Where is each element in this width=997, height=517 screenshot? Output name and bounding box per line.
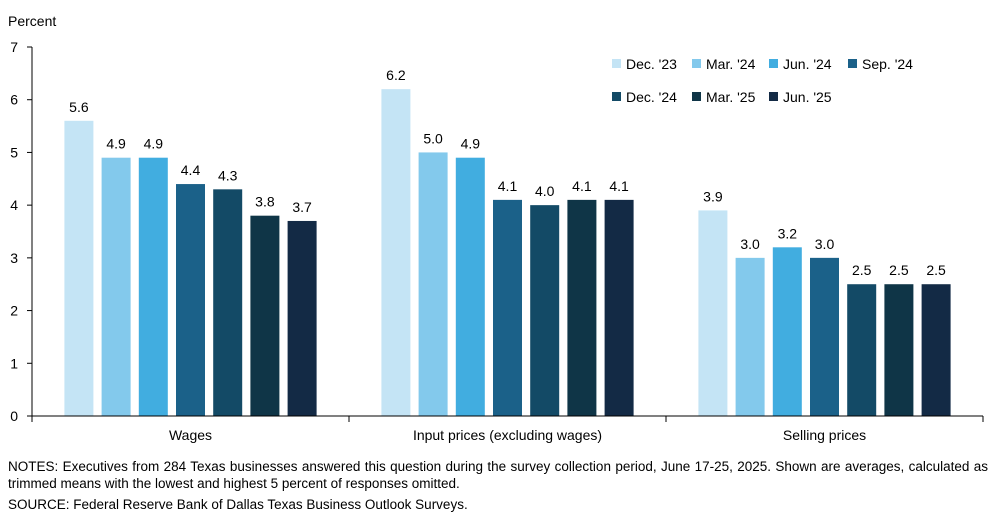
bar-value-label: 4.4 xyxy=(181,162,201,178)
y-axis-title: Percent xyxy=(8,13,56,29)
bars: 5.6 4.9 4.9 4.4 4.3 3.8 3.7 6.2 5.0 4.9 4.1 4.0 4.1 4… xyxy=(64,67,951,417)
legend-label: Mar. '25 xyxy=(706,89,756,105)
bar xyxy=(381,89,411,417)
bar-value-label: 4.9 xyxy=(144,136,164,152)
x-category-label: Selling prices xyxy=(783,427,866,443)
bar-value-label: 5.6 xyxy=(69,99,89,115)
legend-swatch xyxy=(769,92,778,101)
bar xyxy=(810,257,839,416)
bar-value-label: 3.0 xyxy=(740,236,760,252)
bar xyxy=(101,157,131,416)
bar xyxy=(847,284,877,416)
bar-value-label: 4.9 xyxy=(461,136,481,152)
legend-swatch xyxy=(848,59,857,68)
legend-swatch xyxy=(692,92,701,101)
x-category-label: Wages xyxy=(169,427,212,443)
bar xyxy=(64,120,94,417)
bar xyxy=(567,199,597,416)
chart-source: SOURCE: Federal Reserve Bank of Dallas T… xyxy=(8,497,468,512)
y-tick-label: 3 xyxy=(10,250,18,266)
bar-value-label: 3.0 xyxy=(815,236,835,252)
bar-value-label: 3.7 xyxy=(292,199,312,215)
bar xyxy=(176,184,205,416)
y-tick-label: 7 xyxy=(10,39,18,55)
bar xyxy=(772,247,802,416)
legend-swatch xyxy=(692,59,701,68)
bar xyxy=(250,215,280,416)
y-tick-label: 0 xyxy=(10,408,18,424)
legend-label: Jun. '24 xyxy=(783,56,832,72)
y-tick-label: 6 xyxy=(10,92,18,108)
bar-value-label: 3.8 xyxy=(255,194,275,210)
bar-value-label: 4.3 xyxy=(218,167,238,183)
x-axis: Wages Input prices (excluding wages) Selli… xyxy=(31,415,984,443)
bar-value-label: 4.1 xyxy=(572,178,592,194)
bar-value-label: 5.0 xyxy=(423,130,443,146)
bar xyxy=(213,189,243,416)
bar-value-label: 4.0 xyxy=(535,183,555,199)
bar xyxy=(698,210,728,416)
legend-swatch xyxy=(769,59,778,68)
bar-chart: Percent 0 1 2 3 4 5 6 7 5.6 4.9 4.9 4.4 4.3 3.8 3.7 6.… xyxy=(8,13,984,443)
bar-value-label: 4.1 xyxy=(609,178,629,194)
legend-label: Dec. '24 xyxy=(626,89,677,105)
bar xyxy=(138,157,168,416)
legend-swatch xyxy=(612,92,621,101)
y-axis: 0 1 2 3 4 5 6 7 xyxy=(10,39,33,424)
legend-swatch xyxy=(612,59,621,68)
bar xyxy=(493,199,522,416)
x-category-label: Input prices (excluding wages) xyxy=(413,427,602,443)
y-tick-label: 1 xyxy=(10,355,18,371)
bar-value-label: 2.5 xyxy=(889,262,909,278)
legend: Dec. '23 Mar. '24 Jun. '24 Sep. '24 Dec. '24… xyxy=(612,56,913,105)
bar xyxy=(418,152,448,416)
legend-label: Mar. '24 xyxy=(706,56,756,72)
chart-notes: NOTES: Executives from 284 Texas busines… xyxy=(8,458,988,492)
bar xyxy=(735,257,765,416)
bar-value-label: 3.9 xyxy=(703,188,723,204)
legend-label: Dec. '23 xyxy=(626,56,677,72)
bar xyxy=(455,157,485,416)
legend-label: Jun. '25 xyxy=(783,89,832,105)
bar xyxy=(287,220,317,416)
bar xyxy=(604,199,634,416)
y-tick-label: 4 xyxy=(10,197,18,213)
bar-value-label: 2.5 xyxy=(852,262,872,278)
bar-value-label: 2.5 xyxy=(926,262,946,278)
bar xyxy=(921,284,951,416)
bar-value-label: 6.2 xyxy=(386,67,406,83)
bar xyxy=(884,284,914,416)
bar-value-label: 3.2 xyxy=(778,225,798,241)
legend-label: Sep. '24 xyxy=(862,56,913,72)
bar xyxy=(530,205,560,416)
y-tick-label: 5 xyxy=(10,144,18,160)
y-tick-label: 2 xyxy=(10,303,18,319)
notes-text: NOTES: Executives from 284 Texas busines… xyxy=(8,459,988,491)
bar-value-label: 4.9 xyxy=(106,136,126,152)
bar-value-label: 4.1 xyxy=(498,178,518,194)
